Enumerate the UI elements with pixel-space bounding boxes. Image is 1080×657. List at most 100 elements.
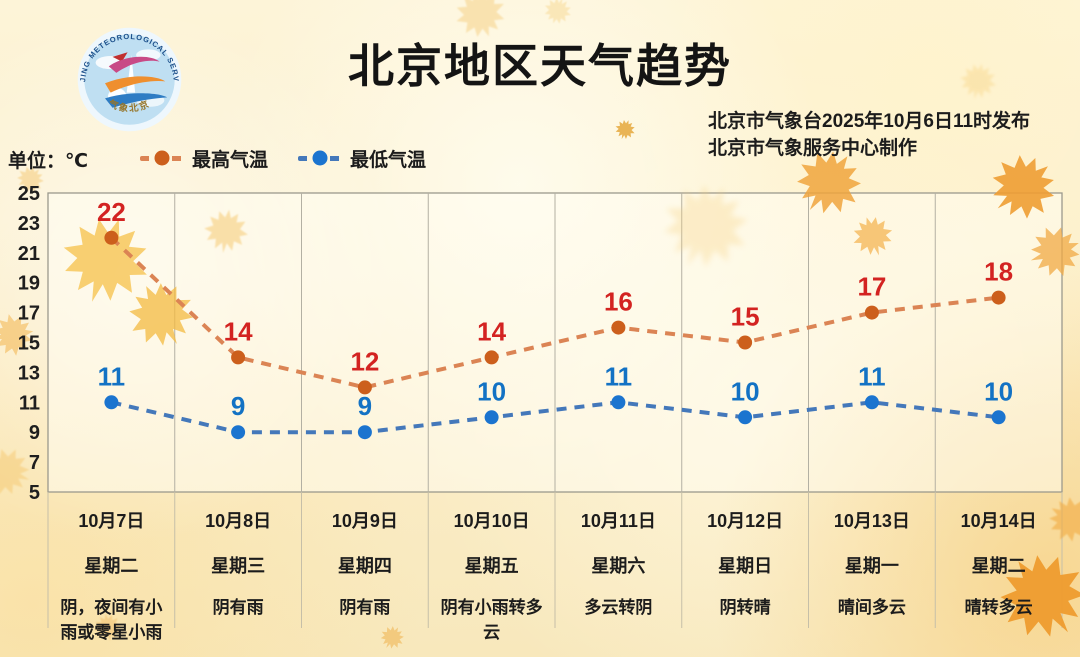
xaxis-day-column: 10月11日 星期六 多云转阴 [555, 498, 682, 645]
min-temp-value-label: 9 [231, 391, 245, 421]
weekday-label: 星期六 [591, 556, 646, 576]
weather-label: 多云转阴 [584, 598, 653, 617]
date-label: 10月11日 [580, 511, 656, 531]
weather-label: 阴有雨 [339, 598, 391, 617]
pink-ribbon-icon [108, 56, 160, 73]
y-tick-label: 5 [29, 482, 40, 504]
min-temp-point [611, 395, 626, 410]
min-temp-value-label: 11 [605, 361, 633, 391]
page-title: 北京地区天气趋势 [348, 40, 732, 92]
y-tick-label: 9 [29, 422, 40, 444]
weather-label: 阴转晴 [719, 598, 771, 617]
red-arrow-icon [112, 52, 128, 62]
date-label: 10月12日 [707, 511, 784, 531]
legend-label: 最高气温 [192, 149, 269, 171]
max-temp-point [231, 350, 246, 365]
y-tick-label: 17 [18, 303, 40, 325]
publisher-line2: 北京市气象服务中心制作 [708, 138, 918, 159]
xaxis-day-column: 10月8日 星期三 阴有雨 [175, 498, 302, 645]
xaxis-day-column: 10月10日 星期五 阴有小雨转多云 [428, 498, 555, 645]
publisher-line1: 北京市气象台2025年10月6日11时发布 [708, 111, 1031, 132]
max-temp-point [864, 305, 879, 320]
min-temp-point [357, 425, 372, 440]
date-label: 10月8日 [205, 511, 272, 531]
weekday-label: 星期日 [718, 556, 773, 576]
max-temp-value-label: 14 [477, 316, 506, 346]
date-label: 10月9日 [331, 511, 398, 531]
max-temp-value-label: 14 [224, 316, 253, 346]
logo-bottom-text: 气象北京 [106, 97, 150, 114]
date-label: 10月10日 [453, 511, 530, 531]
max-temp-value-label: 17 [857, 272, 886, 302]
xaxis-day-column: 10月9日 星期四 阴有雨 [302, 498, 429, 645]
max-temp-point [104, 230, 119, 245]
min-temp-point [484, 410, 499, 425]
min-temp-value-label: 11 [98, 361, 126, 391]
chart-meta-row: 单位：℃ 最高气温 最低气温 [0, 144, 1080, 173]
weather-label: 阴，夜间有小雨或零星小雨 [60, 598, 163, 642]
date-label: 10月7日 [78, 511, 145, 531]
weather-label: 晴间多云 [837, 598, 906, 617]
max-temp-point [991, 290, 1006, 305]
min-temp-point [864, 395, 879, 410]
min-temp-value-label: 10 [731, 376, 760, 406]
blue-ribbon-icon [105, 93, 168, 108]
xaxis-day-column: 10月7日 星期二 阴，夜间有小雨或零星小雨 [48, 498, 175, 645]
min-temp-value-label: 10 [477, 376, 506, 406]
legend-item-min-temp: 最低气温 [298, 145, 426, 172]
weekday-label: 星期四 [337, 556, 392, 576]
min-temp-point [738, 410, 753, 425]
min-temp-value-label: 9 [358, 391, 372, 421]
max-temp-point [611, 320, 626, 335]
min-temp-point [231, 425, 246, 440]
y-tick-label: 19 [18, 273, 40, 295]
min-temp-point [991, 410, 1006, 425]
min-temp-legend-marker [298, 150, 343, 166]
min-temp-line [110, 400, 999, 435]
max-temp-line [110, 236, 999, 390]
weekday-label: 星期二 [84, 556, 139, 576]
temperature-series: 25 23 21 19 17 15 13 11 9 7 5 22 14 12 14 16 15 17 18 11 9 9 1… [18, 183, 1013, 504]
xaxis-labels: 10月7日 星期二 阴，夜间有小雨或零星小雨 10月8日 星期三 阴有雨 10月… [48, 498, 1062, 645]
y-tick-label: 25 [18, 183, 40, 205]
max-temp-value-label: 12 [350, 346, 379, 376]
maple-leaf-icon [612, 116, 639, 143]
weekday-label: 星期一 [844, 556, 899, 576]
weather-label: 晴转多云 [964, 598, 1033, 617]
chart-legend: 最高气温 最低气温 [140, 144, 426, 172]
weekday-label: 星期三 [211, 556, 266, 576]
beijing-meteorological-service-logo: BEIJING METEOROLOGICAL SERVICE 气象北京 [73, 23, 182, 132]
weather-label: 阴有小雨转多云 [440, 598, 543, 642]
max-temp-point [484, 350, 499, 365]
xaxis-day-column: 10月13日 星期一 晴间多云 [809, 498, 936, 645]
date-label: 10月14日 [960, 511, 1037, 531]
min-temp-point [104, 395, 119, 410]
publisher-info: 北京市气象台2025年10月6日11时发布 北京市气象服务中心制作 [708, 108, 1030, 162]
legend-label: 最低气温 [350, 149, 427, 171]
y-tick-label: 23 [18, 213, 40, 235]
weekday-label: 星期五 [464, 556, 519, 576]
orange-ribbon-icon [105, 76, 166, 93]
maple-leaf-icon [540, 0, 576, 28]
y-tick-label: 15 [18, 333, 40, 355]
weekday-label: 星期二 [971, 556, 1026, 576]
max-temp-value-label: 15 [731, 302, 760, 332]
y-tick-label: 7 [29, 452, 40, 474]
max-temp-point [738, 335, 753, 350]
max-temp-value-label: 16 [604, 287, 633, 317]
min-temp-value-label: 11 [858, 361, 886, 391]
max-temp-point [357, 380, 372, 395]
xaxis-day-column: 10月12日 星期日 阴转晴 [682, 498, 809, 645]
y-tick-label: 21 [18, 243, 40, 265]
legend-item-max-temp: 最高气温 [140, 145, 268, 172]
svg-text:气象北京: 气象北京 [106, 97, 152, 114]
weather-label: 阴有雨 [212, 598, 264, 617]
date-label: 10月13日 [833, 511, 910, 531]
max-temp-legend-marker [140, 150, 184, 166]
unit-label: 单位：℃ [8, 151, 89, 172]
max-temp-value-label: 22 [97, 197, 126, 227]
min-temp-value-label: 10 [984, 376, 1013, 406]
y-tick-label: 11 [19, 392, 40, 414]
max-temp-value-label: 18 [984, 257, 1013, 287]
